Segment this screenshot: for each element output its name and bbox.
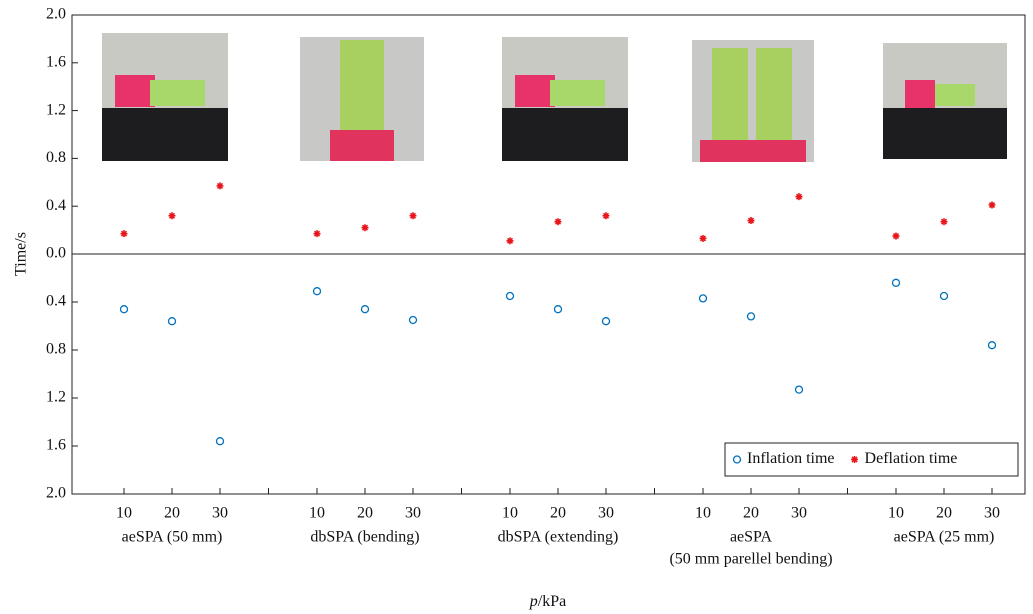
- y-tick-label: 1.2: [46, 101, 66, 118]
- data-point: [313, 230, 321, 238]
- x-tick-label: 20: [550, 505, 566, 522]
- data-point: [939, 291, 949, 301]
- data-point: [987, 341, 997, 350]
- photo-part: [905, 80, 935, 108]
- data-point: [746, 312, 756, 321]
- x-tick-label: 20: [357, 505, 373, 522]
- photos: [102, 33, 1007, 162]
- photo-part: [700, 140, 806, 162]
- data-point: [167, 317, 177, 326]
- photo-part: [340, 40, 384, 140]
- data-point: [891, 278, 901, 287]
- data-point: [698, 294, 708, 303]
- data-point: [602, 212, 610, 220]
- data-point: [601, 317, 611, 326]
- data-point: [553, 305, 563, 314]
- y-tick-label: 0.4: [46, 197, 66, 214]
- photo-part: [883, 108, 1007, 159]
- legend-label: Deflation time: [865, 450, 958, 467]
- photo-part: [550, 80, 605, 106]
- x-tick-label: 10: [695, 505, 711, 522]
- data-point: [505, 291, 515, 301]
- x-tick-label: 10: [888, 505, 904, 522]
- photo-part: [712, 48, 748, 143]
- legend-label: Inflation time: [747, 450, 835, 467]
- y-tick-label: 0.4: [46, 293, 66, 310]
- x-tick-label: 30: [984, 505, 1000, 522]
- data-point: [168, 212, 176, 220]
- photo-part: [115, 75, 155, 107]
- data-point: [795, 193, 803, 201]
- data-point: [506, 237, 514, 245]
- x-axis-label: p/kPa: [529, 593, 566, 610]
- x-tick-label: 30: [598, 505, 614, 522]
- photo-part: [102, 108, 228, 161]
- x-tick-label: 30: [791, 505, 807, 522]
- group-label: dbSPA (bending): [310, 529, 419, 546]
- group-label: aeSPA: [730, 529, 773, 546]
- x-axis-label-part: p: [529, 593, 538, 610]
- x-tick-label: 20: [743, 505, 759, 522]
- photo-part: [515, 75, 555, 107]
- x-tick-label: 20: [164, 505, 180, 522]
- legend-marker: [851, 456, 859, 463]
- data-point: [699, 234, 707, 242]
- photo-part: [150, 80, 205, 106]
- y-tick-label: 2.0: [46, 6, 66, 23]
- y-tick-label: 1.6: [46, 437, 66, 454]
- photo-part: [935, 84, 975, 106]
- data-point: [312, 287, 322, 296]
- data-point: [892, 232, 900, 240]
- y-tick-label: 2.0: [46, 485, 66, 502]
- data-point: [360, 305, 370, 314]
- data-point: [216, 182, 224, 190]
- x-tick-label: 20: [936, 505, 952, 522]
- group-label: aeSPA (25 mm): [894, 529, 995, 546]
- photo-part: [756, 48, 792, 143]
- data-point: [409, 212, 417, 220]
- legend-marker: [732, 455, 742, 464]
- data-point: [794, 385, 804, 394]
- y-tick-label: 1.2: [46, 389, 66, 406]
- x-tick-label: 30: [212, 505, 228, 522]
- data-point: [940, 218, 948, 226]
- photo-part: [330, 130, 394, 161]
- data-point: [747, 217, 755, 225]
- data-point: [215, 437, 225, 446]
- photo-part: [502, 108, 628, 161]
- x-axis-label-part: /kPa: [538, 593, 566, 610]
- y-tick-label: 1.6: [46, 53, 66, 70]
- data-point: [361, 224, 369, 232]
- group-label: aeSPA (50 mm): [122, 529, 223, 546]
- y-tick-label: 0.0: [46, 245, 66, 262]
- y-tick-label: 0.8: [46, 149, 66, 166]
- group-label: dbSPA (extending): [498, 529, 619, 546]
- x-tick-label: 10: [502, 505, 518, 522]
- x-tick-label: 30: [405, 505, 421, 522]
- y-tick-label: 0.8: [46, 341, 66, 358]
- x-tick-label: 10: [309, 505, 325, 522]
- data-point: [119, 305, 129, 314]
- data-point: [554, 218, 562, 226]
- group-label: (50 mm parellel bending): [669, 551, 832, 568]
- data-point: [988, 201, 996, 209]
- data-point: [120, 230, 128, 238]
- legend-box: [724, 442, 1019, 477]
- y-axis-label: Time/s: [13, 232, 30, 276]
- x-tick-label: 10: [116, 505, 132, 522]
- data-point: [408, 315, 418, 325]
